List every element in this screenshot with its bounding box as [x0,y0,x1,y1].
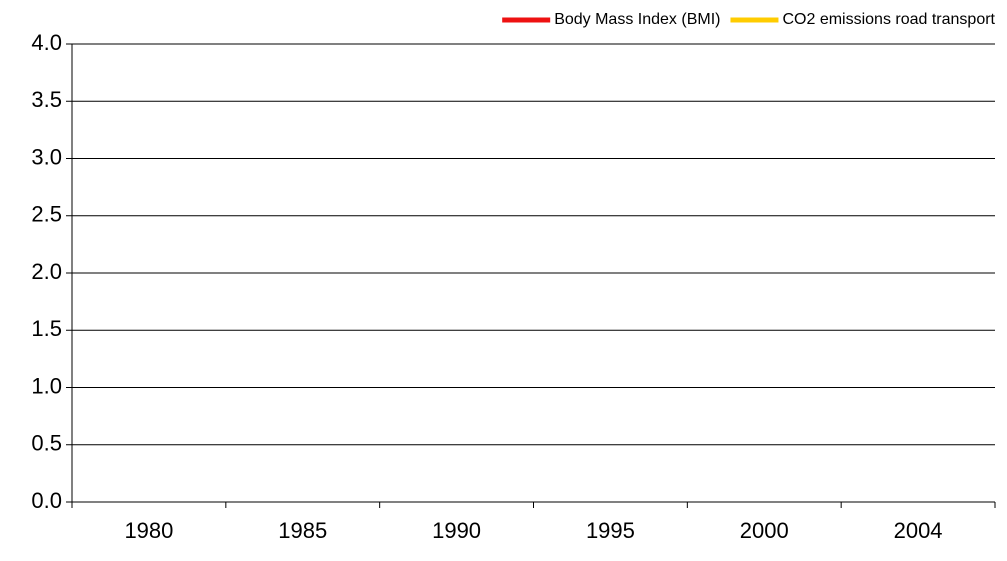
y-tick-label: 2.0 [31,259,62,284]
y-tick-label: 3.0 [31,144,62,169]
y-tick-label: 1.0 [31,373,62,398]
y-tick-label: 4.0 [31,30,62,55]
x-tick-label: 1990 [432,518,481,543]
x-tick-label: 2004 [894,518,943,543]
x-tick-label: 1985 [278,518,327,543]
y-tick-label: 0.0 [31,488,62,513]
y-tick-label: 1.5 [31,316,62,341]
y-tick-label: 2.5 [31,202,62,227]
legend-label: CO2 emissions road transport [782,11,995,28]
x-tick-label: 2000 [740,518,789,543]
y-tick-label: 0.5 [31,431,62,456]
x-tick-label: 1980 [124,518,173,543]
y-tick-label: 3.5 [31,87,62,112]
x-tick-label: 1995 [586,518,635,543]
legend-label: Body Mass Index (BMI) [554,11,720,28]
